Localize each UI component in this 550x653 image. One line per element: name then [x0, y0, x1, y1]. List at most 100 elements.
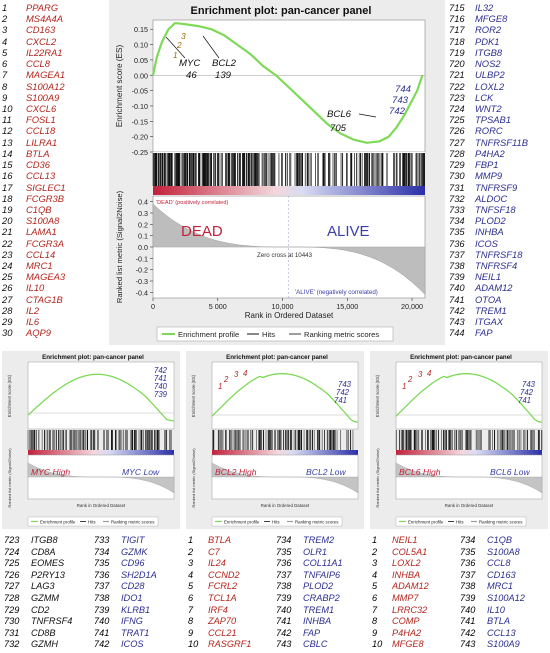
gene-row: 739 KLRB1: [94, 605, 157, 617]
gene-name: IDO1: [121, 592, 143, 603]
gene-rank: 2: [2, 13, 8, 25]
gene-name: NEIL1: [392, 535, 418, 545]
gene-name: S100A8: [487, 546, 520, 557]
gene-rank: 1: [188, 535, 194, 545]
gene-rank: 741: [94, 627, 110, 638]
gene-row: 729 CD2: [4, 605, 72, 617]
gene-name: NOS2: [475, 58, 501, 70]
small-ranking-metric-area: [211, 462, 359, 494]
gene-rank: 743: [460, 639, 476, 650]
enrichment-profile-line: [151, 21, 424, 144]
gene-name: CD163: [26, 24, 56, 36]
small-left-num: 3: [418, 370, 423, 379]
gene-rank: 6: [188, 592, 194, 603]
es-y-tick-label: 0.15: [134, 25, 148, 34]
gene-name: FAP: [303, 627, 321, 638]
small-chart-title: Enrichment plot: pan-cancer panel: [410, 354, 512, 361]
gene-row: 27 CTAG1B: [2, 294, 66, 305]
gene-name: MFGE8: [392, 639, 424, 650]
ann-bcl2-label: BCL2: [212, 58, 237, 69]
small-right-num: 741: [154, 374, 167, 383]
gene-rank: 731: [4, 627, 20, 638]
gene-row: 722 LOXL2: [449, 81, 528, 92]
gene-rank: 9: [2, 91, 8, 103]
gene-name: LRRC32: [392, 604, 428, 615]
gene-row: 4 INHBA: [372, 570, 429, 582]
gene-name: FCGR3B: [26, 192, 65, 204]
gene-name: P4HA2: [475, 147, 505, 159]
gene-rank: 21: [2, 226, 13, 238]
gene-name: GZMH: [31, 639, 59, 650]
ann-bcl6-arrow: [358, 113, 377, 118]
es-y-tick-label: -0.10: [132, 102, 148, 111]
small-es-y-label: Enrichment score (ES): [7, 374, 12, 417]
gene-name: CXCL2: [26, 35, 57, 47]
gene-name: CBLC: [303, 639, 328, 650]
metric-y-tick-label: -0.1: [136, 254, 148, 263]
gene-row: 738 TNFRSF4: [449, 260, 528, 271]
small-legend-box: [395, 516, 527, 527]
small-left-num: 4: [427, 369, 432, 378]
gene-row: 738 MRC1: [460, 581, 525, 593]
gene-rank: 3: [188, 558, 194, 569]
gene-row: 735 INHBA: [449, 226, 528, 237]
gene-row: 716 MFGE8: [449, 13, 528, 24]
gene-name: INHBA: [392, 569, 421, 580]
gene-row: 25 MAGEA3: [2, 271, 66, 282]
metric-y-tick-label: 0.3: [138, 209, 148, 218]
gene-rank: 11: [2, 114, 12, 126]
gene-name: S100A8: [26, 215, 60, 227]
gene-name: P4HA2: [392, 627, 422, 638]
x-tick-label: 5 000: [209, 302, 227, 311]
gene-row: 10 RASGRF1: [188, 639, 251, 651]
gene-row: 737 CD28: [94, 581, 157, 593]
gene-rank: 4: [188, 569, 194, 580]
gene-rank: 5: [2, 46, 8, 58]
gene-row: 2 C7: [188, 547, 251, 559]
gene-name: FCRL2: [208, 581, 238, 592]
gene-name: CD36: [26, 159, 50, 171]
gene-rank: 15: [2, 159, 13, 171]
gene-rank: 10: [372, 639, 383, 650]
gene-rank: 740: [460, 604, 476, 615]
gene-row: 741 BTLA: [460, 616, 525, 628]
gene-row: 9 P4HA2: [372, 628, 429, 640]
ann-bcl2-rank: 139: [215, 70, 232, 81]
gene-row: 730 TNFRSF4: [4, 616, 72, 628]
gene-rank: 736: [94, 569, 110, 580]
gene-rank: 20: [2, 215, 13, 227]
gene-name: C1QB: [487, 535, 513, 545]
gene-rank: 734: [94, 546, 110, 557]
gene-name: PLOD2: [475, 215, 506, 227]
small-right-num: 742: [154, 366, 168, 375]
gene-rank: 724: [4, 546, 20, 557]
gene-rank: 17: [2, 181, 13, 193]
gene-rank: 8: [372, 616, 378, 627]
gene-rank: 18: [2, 192, 13, 204]
gene-name: CD28: [121, 581, 145, 592]
gene-row: 16 CCL13: [2, 170, 66, 181]
gene-rank: 23: [2, 248, 13, 260]
small-high-label: BCL2 High: [215, 467, 257, 477]
gene-row: 737 TNFAIP6: [276, 570, 343, 582]
ann-myc-rank: 46: [186, 70, 197, 81]
gene-rank: 10: [2, 102, 13, 114]
small-enrichment-profile-line: [211, 372, 359, 423]
small-chart-title: Enrichment plot: pan-cancer panel: [226, 354, 328, 361]
gene-rank: 734: [449, 215, 465, 227]
gene-row: 19 C1QB: [2, 204, 66, 215]
gene-rank: 740: [276, 604, 292, 615]
small-right-num: 741: [334, 396, 347, 405]
gene-rank: 29: [2, 316, 13, 328]
gene-rank: 728: [449, 147, 465, 159]
gene-row: 14 BTLA: [2, 148, 66, 159]
gene-name: ADAM12: [392, 581, 429, 592]
gene-row: 727 LAG3: [4, 581, 72, 593]
gene-row: 26 IL10: [2, 282, 66, 293]
gene-rank: 730: [4, 616, 20, 627]
dead-label: DEAD: [181, 223, 223, 240]
small-left-num: 2: [223, 375, 229, 384]
gene-row: 11 FOSL1: [2, 114, 66, 125]
gene-name: P2RY13: [31, 569, 65, 580]
gene-name: IL10: [26, 282, 45, 294]
